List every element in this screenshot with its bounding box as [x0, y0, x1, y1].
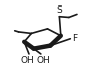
Text: S: S	[57, 6, 62, 15]
Text: F: F	[72, 34, 77, 43]
Text: F: F	[72, 34, 77, 43]
Text: OH: OH	[21, 56, 35, 65]
Text: OH: OH	[21, 56, 35, 65]
Text: OH: OH	[36, 56, 50, 65]
Text: S: S	[57, 5, 62, 14]
Text: OH: OH	[36, 56, 50, 65]
